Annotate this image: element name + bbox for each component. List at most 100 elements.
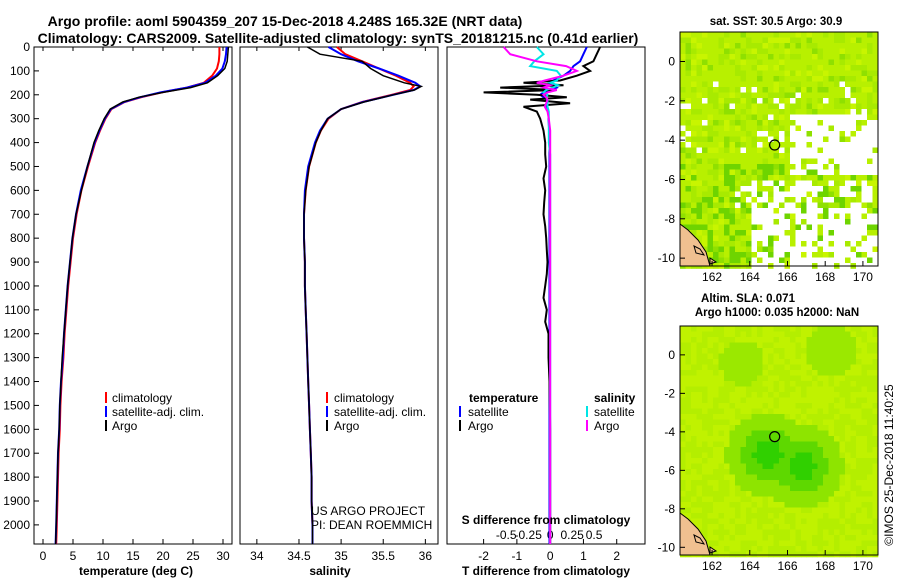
- map-cell: [702, 37, 708, 44]
- map-cell: [762, 252, 769, 258]
- depth-tick-label: 1500: [3, 398, 30, 412]
- map-cell: [806, 535, 813, 541]
- map-cell: [768, 491, 774, 497]
- map-cell: [724, 70, 730, 77]
- map-cell: [817, 92, 824, 99]
- map-cell: [779, 131, 785, 137]
- map-cell: [746, 513, 752, 519]
- map-cell: [790, 518, 796, 525]
- map-cell: [762, 87, 769, 93]
- map-cell: [845, 480, 851, 486]
- map-cell: [850, 81, 857, 88]
- map-cell: [757, 230, 763, 236]
- map-cell: [839, 337, 846, 343]
- map-cell: [685, 131, 692, 137]
- map-cell: [817, 540, 824, 547]
- map-cell: [768, 331, 774, 338]
- map-cell: [735, 197, 741, 203]
- map-cell: [795, 436, 802, 442]
- map-cell: [817, 463, 824, 470]
- map-cell: [867, 331, 873, 338]
- map-cell: [867, 447, 873, 453]
- map-cell: [751, 359, 758, 365]
- map-cell: [812, 125, 818, 132]
- map-cell: [696, 392, 703, 398]
- map-cell: [702, 98, 708, 104]
- map-cell: [861, 430, 868, 437]
- map-cell: [746, 197, 752, 203]
- map-cell: [795, 153, 802, 159]
- map-cell: [696, 202, 703, 209]
- map-cell: [768, 120, 774, 126]
- map-cell: [735, 381, 741, 387]
- map-cell: [812, 535, 818, 541]
- map-cell: [773, 32, 780, 38]
- map-cell: [773, 337, 780, 343]
- map-cell: [784, 109, 791, 115]
- map-cell: [691, 87, 697, 93]
- map-cell: [768, 529, 774, 536]
- map-cell: [762, 491, 769, 497]
- map-cell: [861, 513, 868, 519]
- map-cell: [724, 452, 730, 459]
- map-cell: [784, 386, 791, 393]
- map-cell: [834, 419, 840, 426]
- map-cell: [828, 381, 835, 387]
- map-cell: [751, 403, 758, 409]
- map-cell: [828, 120, 835, 126]
- map-cell: [757, 202, 763, 209]
- map-cell: [850, 257, 857, 264]
- map-cell: [735, 496, 741, 503]
- map-cell: [751, 153, 758, 159]
- map-cell: [834, 331, 840, 338]
- map-cell: [801, 331, 807, 338]
- map-cell: [685, 114, 692, 121]
- map-cell: [834, 32, 840, 38]
- map-cell: [795, 337, 802, 343]
- map-cell: [757, 491, 763, 497]
- map-cell: [746, 381, 752, 387]
- map-cell: [828, 197, 835, 203]
- map-cell: [872, 326, 879, 332]
- map-cell: [845, 458, 851, 464]
- map-cell: [812, 37, 818, 44]
- map-cell: [784, 518, 791, 525]
- map-cell: [702, 518, 708, 525]
- map-cell: [872, 480, 879, 486]
- map-cell: [779, 219, 785, 225]
- map-cell: [768, 337, 774, 343]
- map-cell: [784, 474, 791, 481]
- map-cell: [812, 257, 818, 264]
- map-cell: [773, 496, 780, 503]
- map-cell: [768, 342, 774, 349]
- map-cell: [839, 342, 846, 349]
- map-cell: [680, 441, 686, 448]
- map-cell: [768, 125, 774, 132]
- map-cell: [773, 381, 780, 387]
- map-cell: [850, 186, 857, 192]
- map-cell: [729, 370, 736, 376]
- map-cell: [839, 131, 846, 137]
- map-cell: [784, 213, 791, 220]
- map-cell: [779, 430, 785, 437]
- map-cell: [685, 142, 692, 148]
- map-cell: [735, 408, 741, 415]
- map-x-tick-label: 168: [815, 270, 835, 284]
- map-cell: [779, 186, 785, 192]
- map-cell: [790, 386, 796, 393]
- map-cell: [696, 364, 703, 371]
- sla-map-area: [679, 326, 879, 558]
- map-cell: [718, 43, 725, 49]
- map-cell: [718, 147, 725, 154]
- map-cell: [872, 98, 879, 104]
- depth-tick-label: 700: [10, 207, 30, 221]
- map-cell: [746, 246, 752, 253]
- map-cell: [685, 32, 692, 38]
- map-cell: [762, 326, 769, 332]
- map-cell: [685, 81, 692, 88]
- map-cell: [867, 386, 873, 393]
- map-cell: [724, 364, 730, 371]
- map-cell: [779, 54, 785, 60]
- map-cell: [839, 164, 846, 170]
- map-cell: [762, 337, 769, 343]
